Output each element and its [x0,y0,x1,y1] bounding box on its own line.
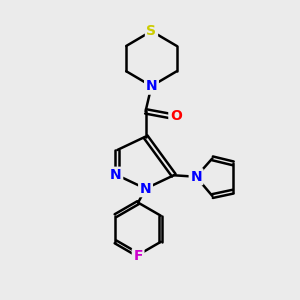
Text: N: N [110,168,122,182]
Text: N: N [190,170,202,184]
Text: F: F [134,249,143,263]
Text: N: N [146,79,157,93]
Text: O: O [170,109,182,123]
Text: N: N [140,182,152,196]
Text: S: S [146,24,157,38]
